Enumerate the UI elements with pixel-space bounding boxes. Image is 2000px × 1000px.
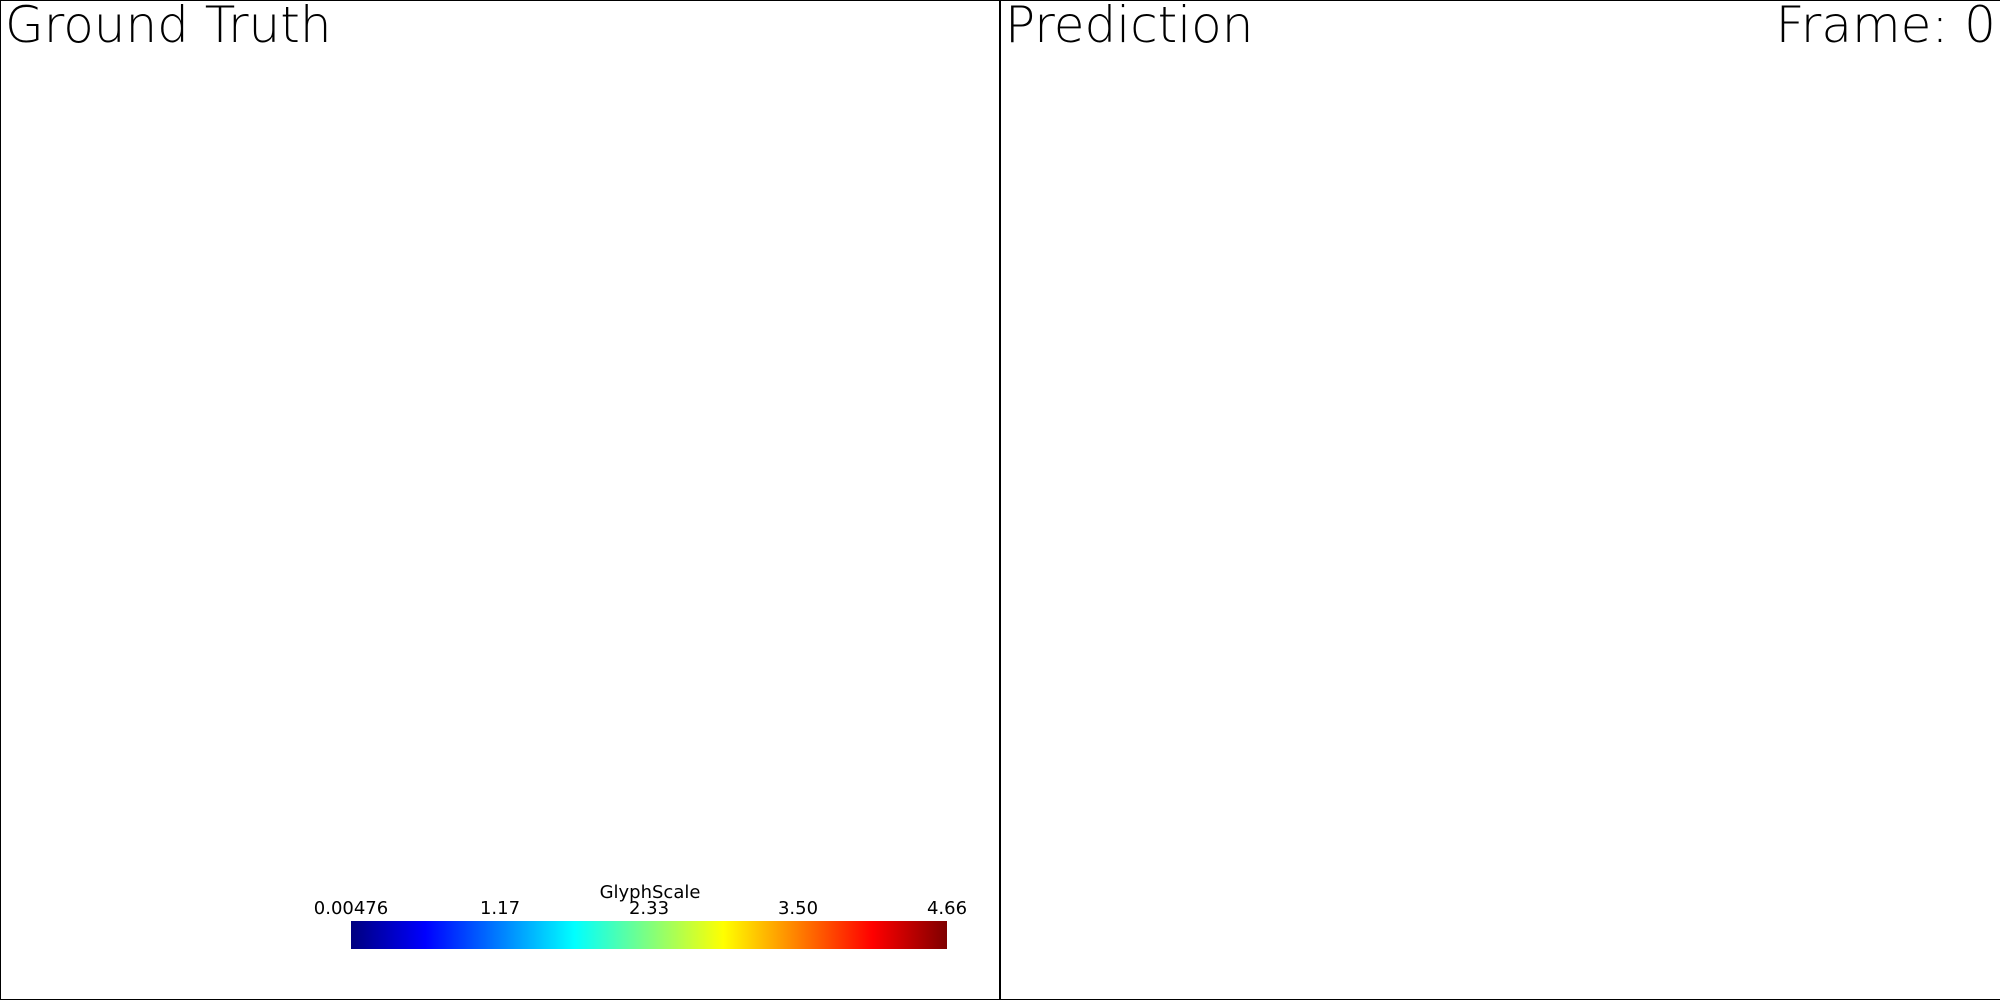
prediction-title: Prediction xyxy=(1005,0,1254,54)
frame-label: Frame: 0 xyxy=(1775,0,1996,54)
glyph-scale-colorbar: GlyphScale 0.00476 1.17 2.33 3.50 4.66 xyxy=(306,881,968,951)
colorbar-tick-label: 1.17 xyxy=(479,898,521,919)
colorbar-title: GlyphScale xyxy=(599,882,701,903)
colorbar-tick-label: 4.66 xyxy=(926,898,968,919)
ground-truth-viewport[interactable]: Ground Truth GlyphScale 0.00476 1.17 2.33 3… xyxy=(0,0,1000,1000)
colorbar-tick-label: 3.50 xyxy=(777,898,819,919)
colorbar-tick-label: 0.00476 xyxy=(313,898,389,919)
ground-truth-title: Ground Truth xyxy=(5,0,332,54)
colorbar-tick-label: 2.33 xyxy=(628,898,670,919)
prediction-viewport[interactable]: Prediction Frame: 0 xyxy=(999,0,2000,1000)
colorbar-gradient xyxy=(351,921,947,949)
